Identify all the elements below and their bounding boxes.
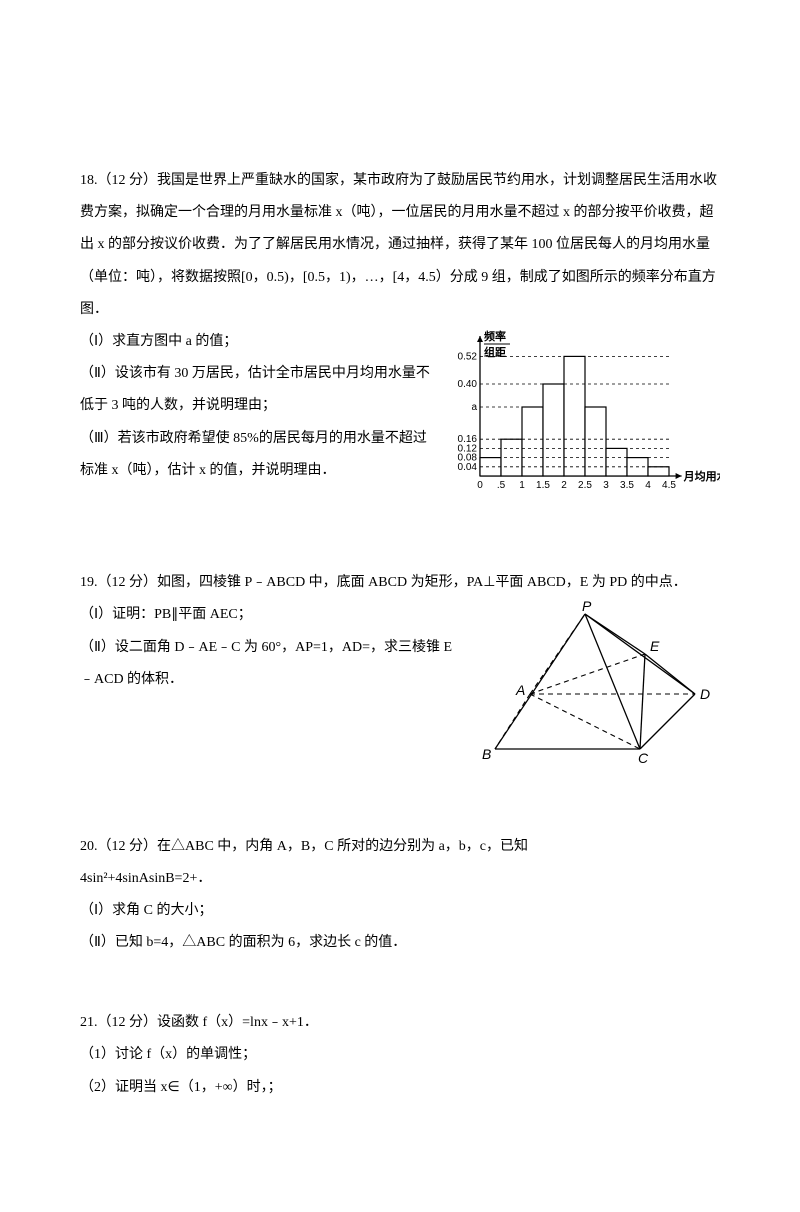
svg-text:a: a [471, 402, 477, 413]
question-20: 20.（12 分）在△ABC 中，内角 A，B，C 所对的边分别为 a，b，c，… [80, 831, 720, 960]
svg-text:.5: .5 [497, 480, 506, 491]
q18-part-i: （Ⅰ）求直方图中 a 的值； [80, 326, 440, 358]
q20-intro: 20.（12 分）在△ABC 中，内角 A，B，C 所对的边分别为 a，b，c，… [80, 831, 720, 863]
q19-part-ii: （Ⅱ）设二面角 D﹣AE﹣C 为 60°，AP=1，AD=，求三棱锥 E﹣ACD… [80, 632, 460, 696]
exam-page: 18.（12 分）我国是世界上严重缺水的国家，某市政府为了鼓励居民节约用水，计划… [0, 0, 800, 1212]
question-19: 19.（12 分）如图，四棱锥 P﹣ABCD 中，底面 ABCD 为矩形，PA⊥… [80, 567, 720, 782]
svg-text:D: D [700, 686, 710, 702]
svg-text:0.52: 0.52 [458, 351, 478, 362]
svg-text:1: 1 [519, 480, 525, 491]
svg-text:B: B [482, 746, 491, 762]
svg-text:0.40: 0.40 [458, 379, 478, 390]
svg-text:4: 4 [645, 480, 651, 491]
svg-text:2.5: 2.5 [578, 480, 592, 491]
q20-equation: 4sin²+4sinAsinB=2+． [80, 863, 720, 895]
q19-pyramid-diagram: A B C D P E [460, 599, 720, 769]
q18-intro: 18.（12 分）我国是世界上严重缺水的国家，某市政府为了鼓励居民节约用水，计划… [80, 165, 720, 326]
q21-part-i: （1）讨论 f（x）的单调性； [80, 1039, 720, 1071]
svg-text:C: C [638, 750, 649, 766]
question-21: 21.（12 分）设函数 f（x）=lnx﹣x+1． （1）讨论 f（x）的单调… [80, 1007, 720, 1104]
q18-part-ii: （Ⅱ）设该市有 30 万居民，估计全市居民中月均用水量不低于 3 吨的人数，并说… [80, 358, 440, 422]
svg-text:3.5: 3.5 [620, 480, 634, 491]
q19-intro: 19.（12 分）如图，四棱锥 P﹣ABCD 中，底面 ABCD 为矩形，PA⊥… [80, 567, 720, 599]
svg-text:4.5: 4.5 [662, 480, 676, 491]
svg-text:P: P [582, 599, 592, 614]
svg-text:2: 2 [561, 480, 567, 491]
svg-text:E: E [650, 638, 660, 654]
q18-part-iii: （Ⅲ）若该市政府希望使 85%的居民每月的用水量不超过标准 x（吨），估计 x … [80, 423, 440, 487]
q20-part-i: （Ⅰ）求角 C 的大小； [80, 895, 720, 927]
q20-part-ii: （Ⅱ）已知 b=4，△ABC 的面积为 6，求边长 c 的值． [80, 927, 720, 959]
svg-text:月均用水量(吨): 月均用水量(吨) [683, 469, 720, 483]
q21-part-ii: （2）证明当 x∈（1，+∞）时，； [80, 1072, 720, 1104]
svg-text:频率: 频率 [484, 329, 506, 343]
svg-text:组距: 组距 [484, 345, 506, 359]
svg-text:1.5: 1.5 [536, 480, 550, 491]
svg-text:0: 0 [477, 480, 483, 491]
svg-text:0.16: 0.16 [458, 434, 478, 445]
q21-intro: 21.（12 分）设函数 f（x）=lnx﹣x+1． [80, 1007, 720, 1039]
svg-text:3: 3 [603, 480, 609, 491]
q19-part-i: （Ⅰ）证明：PB∥平面 AEC； [80, 599, 460, 631]
svg-text:A: A [515, 682, 525, 698]
question-18: 18.（12 分）我国是世界上严重缺水的国家，某市政府为了鼓励居民节约用水，计划… [80, 165, 720, 519]
q18-histogram: 频率组距月均用水量(吨)0.040.080.120.160.400.52a0.5… [440, 326, 720, 506]
